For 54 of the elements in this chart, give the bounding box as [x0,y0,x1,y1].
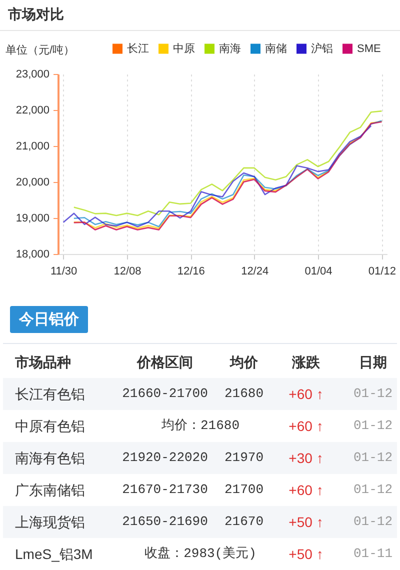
legend-label: 南储 [265,42,287,55]
chart-title: 市场对比 [8,6,64,22]
text: 01-12 [353,449,393,467]
text: 01-12 [353,481,393,499]
text: 21920-22020 [122,449,208,467]
x-tick-label: 12/08 [114,266,142,278]
text: 中原有色铝 [15,417,85,436]
y-axis-title: 单位（元/吨） [6,44,75,56]
text: 南海有色铝 [15,449,85,468]
legend-label: 沪铝 [311,42,333,55]
legend-label: 长江 [127,42,149,55]
text: 今日铝价 [10,306,88,333]
text: 21670-21730 [122,481,208,499]
text: 21680 [224,385,264,403]
y-tick-label: 21,000 [16,140,50,152]
text: LmeS_铝3M [15,545,93,564]
text: 21970 [224,449,264,467]
text: +60 ↑ [288,481,324,500]
y-tick-label: 22,000 [16,104,50,116]
text: 21670 [224,513,264,531]
text: 上海现货铝 [15,513,85,532]
x-tick-label: 01/04 [304,266,332,278]
text: 广东南储铝 [15,481,85,500]
x-tick-label: 01/12 [368,266,396,278]
x-tick-label: 12/24 [241,266,269,278]
text: 01-12 [353,385,393,403]
legend-label: 中原 [173,42,195,55]
text: 21650-21690 [122,513,208,531]
text: +30 ↑ [288,449,324,468]
y-tick-label: 19,000 [16,212,50,224]
text: 01-11 [353,545,393,563]
legend-label: 南海 [219,42,241,55]
category-label: 日期 [359,353,387,372]
text: +50 ↑ [288,545,324,564]
x-tick-label: 12/16 [177,266,205,278]
text: +50 ↑ [288,513,324,532]
text: +60 ↑ [288,385,324,404]
category-label: 涨跌 [292,353,320,372]
text: 收盘：2983(美元) [144,545,256,563]
category-label: 均价 [230,353,258,372]
legend-label: SME [357,42,381,55]
y-tick-label: 23,000 [16,68,50,80]
text: 21660-21700 [122,385,208,403]
text: +60 ↑ [288,417,324,436]
text: 均价：21680 [161,417,240,435]
text: 长江有色铝 [15,385,85,404]
text: 01-12 [353,513,393,531]
x-tick-label: 11/30 [50,266,78,278]
category-label: 市场品种 [15,353,71,372]
category-label: 价格区间 [137,353,193,372]
text: 01-12 [353,417,393,435]
y-tick-label: 18,000 [16,248,50,260]
text: 21700 [224,481,264,499]
y-tick-label: 20,000 [16,176,50,188]
